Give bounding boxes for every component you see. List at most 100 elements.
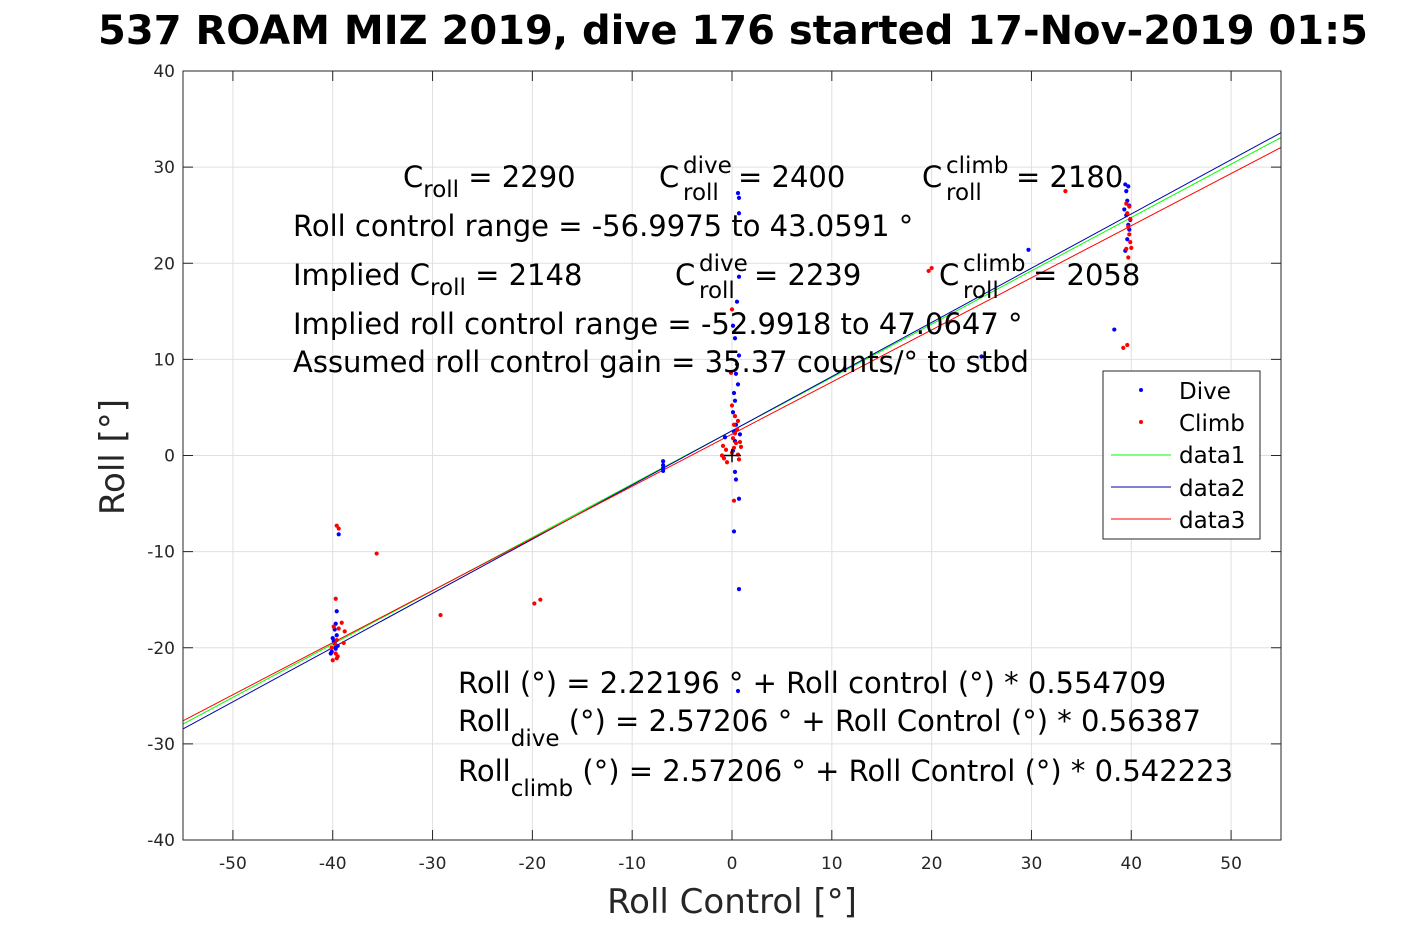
point-climb — [1124, 201, 1129, 206]
x-tick-label: -50 — [219, 854, 247, 874]
point-climb — [729, 307, 735, 312]
point-climb — [1125, 342, 1130, 348]
x-tick-label: -40 — [319, 854, 347, 874]
point-dive — [735, 688, 741, 694]
y-tick-label: -40 — [147, 831, 175, 851]
point-dive — [328, 651, 333, 656]
point-climb — [329, 645, 334, 650]
point-climb — [728, 370, 734, 375]
annotation-c-roll-dive-val: = 2400 — [738, 160, 845, 194]
point-climb — [724, 460, 730, 465]
annotation-implied-c-roll: Implied Croll = 2148 — [293, 258, 582, 301]
point-dive — [733, 371, 739, 376]
point-climb — [723, 447, 729, 452]
annotation-gain: Assumed roll control gain = 35.37 counts… — [293, 345, 1029, 379]
point-dive — [334, 609, 339, 614]
point-dive — [735, 190, 741, 196]
point-climb — [334, 637, 339, 643]
point-dive — [335, 643, 340, 648]
legend: Dive Climb data1 data2 data3 — [1102, 370, 1261, 540]
point-climb — [336, 626, 341, 631]
point-climb — [341, 640, 346, 646]
annotation-c-roll-climb-val: = 2180 — [1016, 160, 1123, 194]
x-tick-label: 50 — [1220, 854, 1242, 874]
y-tick-label: -10 — [147, 543, 175, 563]
point-climb — [734, 427, 740, 432]
point-climb — [732, 413, 738, 419]
point-dive — [732, 336, 738, 341]
x-tick-label: -20 — [518, 854, 546, 874]
legend-label-data3: data3 — [1179, 508, 1245, 534]
y-tick-label: 30 — [153, 158, 175, 178]
annotation-implied-climb-sup: climb — [963, 251, 1025, 277]
point-dive — [736, 274, 742, 279]
point-dive — [979, 354, 984, 359]
annotation-fit-climb: Rollclimb (°) = 2.57206 ° + Roll Control… — [458, 754, 1233, 802]
point-dive — [736, 587, 742, 592]
annotation-fit: Roll (°) = 2.22196 ° + Roll control (°) … — [458, 666, 1166, 700]
legend-label-dive: Dive — [1179, 379, 1231, 405]
point-climb — [731, 498, 737, 503]
point-dive — [661, 463, 666, 468]
point-climb — [1127, 204, 1132, 209]
y-axis-label: Roll [°] — [93, 399, 133, 515]
point-dive — [661, 459, 666, 464]
point-climb — [330, 658, 335, 663]
x-tick-label: 40 — [1120, 854, 1142, 874]
fit-lines — [182, 132, 1282, 730]
annotation-c-roll-dive-sup: dive — [683, 153, 732, 179]
point-climb — [731, 422, 737, 427]
legend-marker-climb — [1139, 420, 1143, 424]
annotation-implied-range: Implied roll control range = -52.9918 to… — [293, 307, 1023, 341]
point-dive — [1026, 247, 1031, 252]
y-tick-label: 20 — [153, 254, 175, 274]
point-dive — [1122, 207, 1127, 212]
point-climb — [1126, 224, 1131, 229]
point-dive — [1123, 182, 1128, 187]
x-axis-label: Roll Control [°] — [607, 882, 857, 922]
point-dive — [1126, 184, 1131, 189]
legend-marker-dive — [1139, 388, 1143, 392]
annotation-c-roll-dive-sub: roll — [683, 180, 719, 206]
ticks — [183, 70, 1281, 841]
point-climb — [733, 440, 739, 446]
x-tick-label: 20 — [921, 854, 943, 874]
point-climb — [926, 268, 931, 274]
point-climb — [1126, 255, 1131, 260]
x-tick-label: 10 — [821, 854, 843, 874]
point-climb — [737, 439, 743, 445]
x-tick-label: -30 — [419, 854, 447, 874]
point-dive — [731, 529, 737, 534]
y-tick-label: 40 — [153, 62, 175, 82]
legend-label-climb: Climb — [1179, 411, 1245, 437]
legend-label-data2: data2 — [1179, 476, 1245, 502]
point-climb — [335, 654, 340, 659]
point-dive — [1124, 189, 1129, 194]
y-tick-label: 0 — [164, 447, 175, 467]
point-dive — [732, 469, 738, 474]
point-climb — [732, 431, 738, 436]
point-climb — [333, 596, 338, 601]
point-climb — [1124, 246, 1129, 251]
x-tick-label: -10 — [618, 854, 646, 874]
x-tick-label: 0 — [727, 854, 738, 874]
point-climb — [720, 443, 726, 448]
point-dive — [736, 353, 742, 358]
annotation-implied-climb-val: = 2058 — [1033, 258, 1140, 292]
point-climb — [1129, 245, 1134, 250]
point-dive — [734, 299, 740, 304]
point-climb — [332, 641, 337, 647]
point-dive — [722, 435, 728, 440]
chart-title: 537 ROAM MIZ 2019, dive 176 started 17-N… — [98, 8, 1368, 54]
annotation-implied-dive-sub: roll — [699, 278, 735, 304]
point-dive — [731, 390, 737, 396]
point-dive — [661, 465, 666, 471]
annotation-implied-dive-main: C — [675, 258, 695, 292]
annotation-implied-dive-sup: dive — [699, 251, 748, 277]
point-climb — [331, 624, 336, 629]
point-climb — [730, 436, 736, 441]
annotation-implied-climb-sub: roll — [963, 278, 999, 304]
point-dive — [734, 362, 740, 367]
legend-label-data1: data1 — [1179, 443, 1245, 469]
